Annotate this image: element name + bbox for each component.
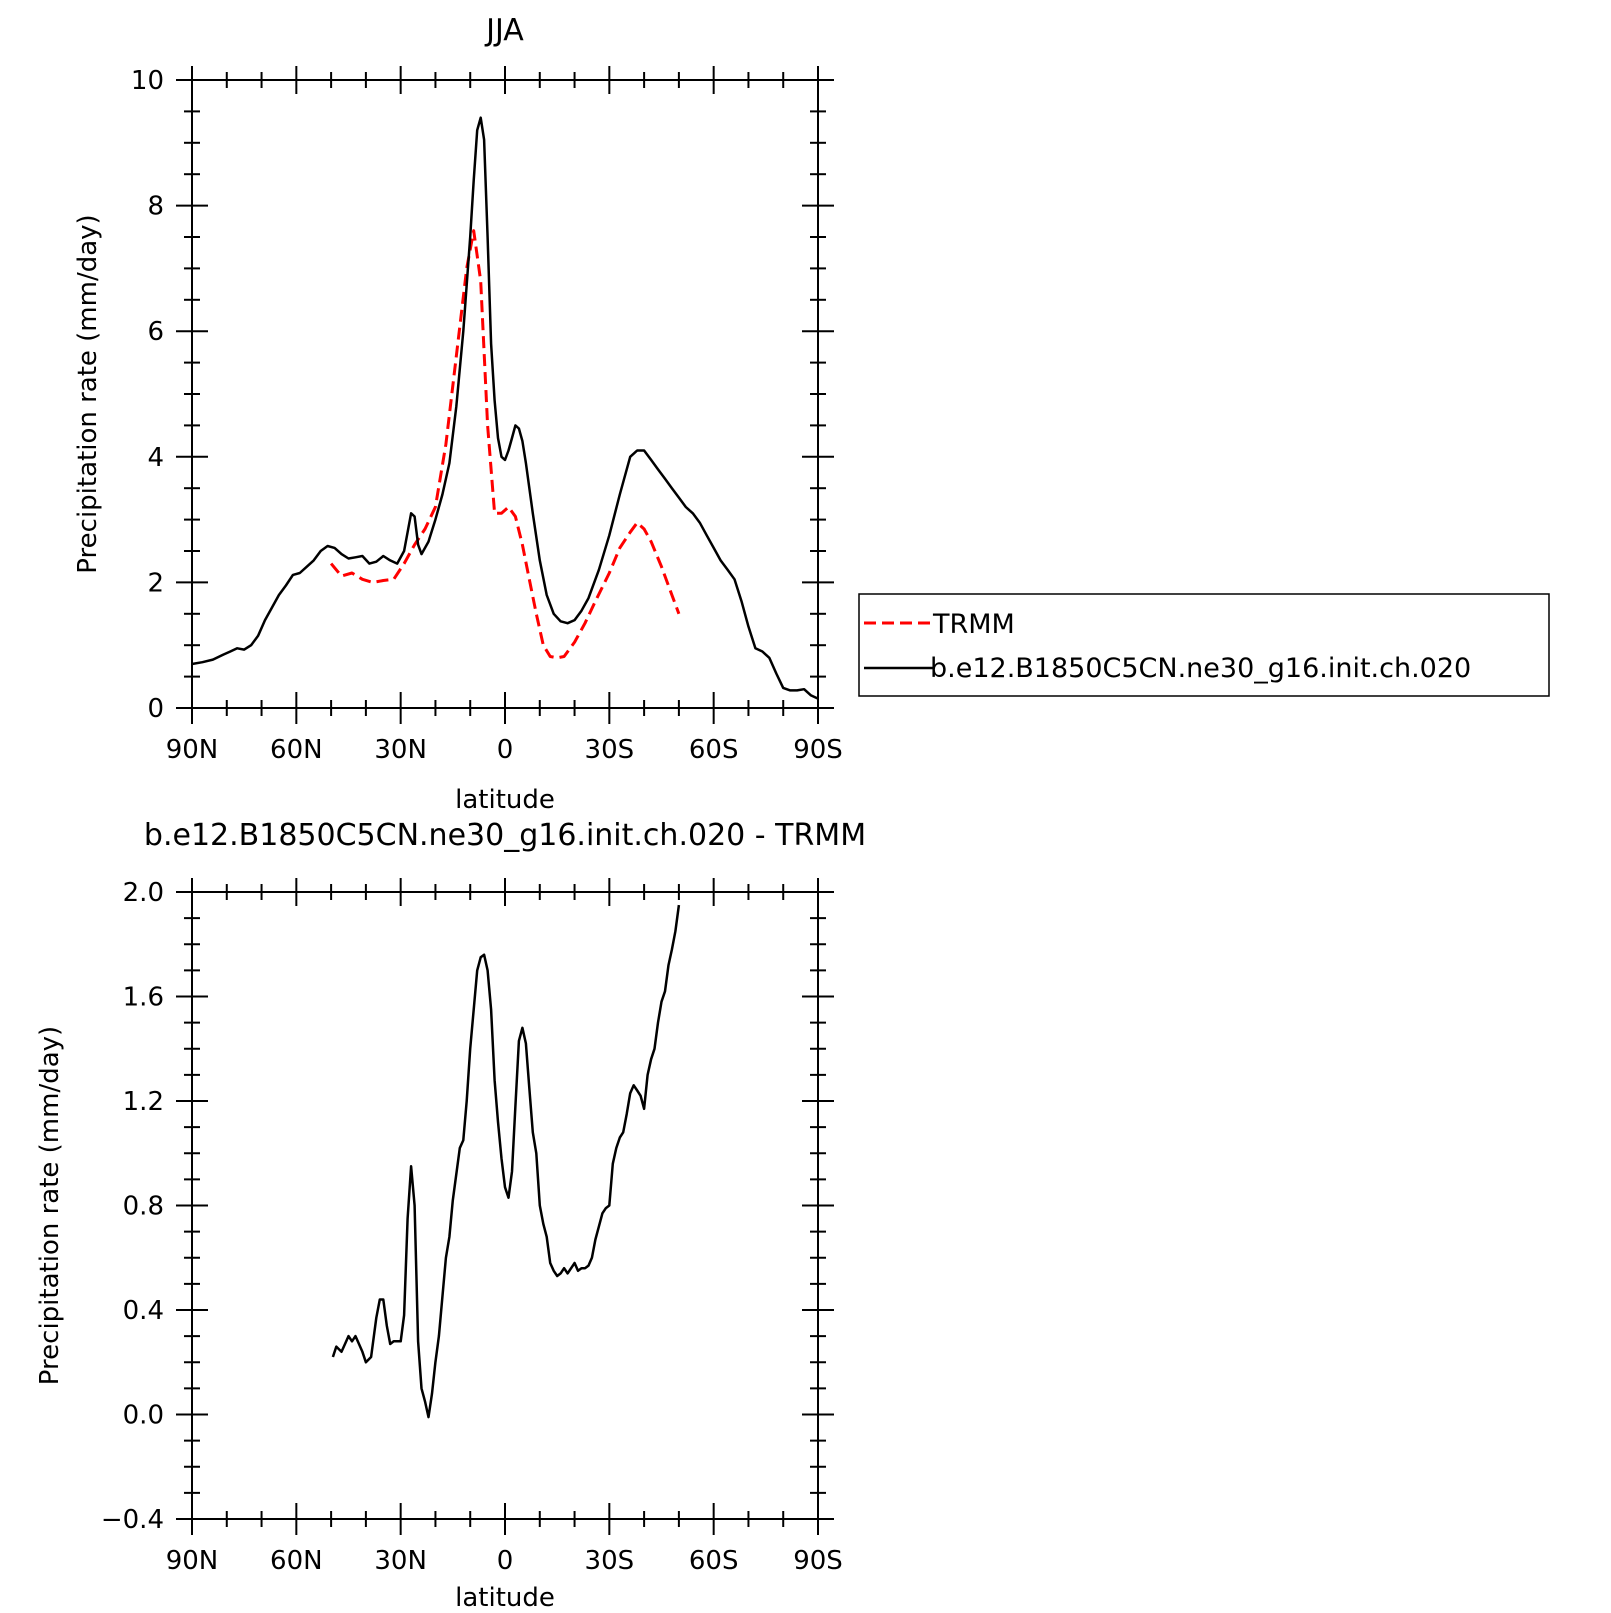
x-tick-label: 30N <box>374 735 427 765</box>
x-tick-label: 0 <box>497 1546 514 1576</box>
y-tick-label: 8 <box>147 192 164 222</box>
axis-ticks <box>176 878 834 1535</box>
x-tick-label: 0 <box>497 735 514 765</box>
y-tick-label: 0.8 <box>123 1192 164 1222</box>
tick-labels: 90N 60N 30N 0 30S 60S 90S −0.4 0.0 0.4 0.8 1.2 1.6 2.… <box>101 878 843 1576</box>
tick-labels: 90N 60N 30N 0 30S 60S 90S 0 2 4 6 8 10 <box>131 66 843 765</box>
series-layer <box>331 904 681 1419</box>
legend-box <box>858 593 1550 697</box>
y-tick-label: −0.4 <box>101 1505 164 1535</box>
x-tick-label: 90N <box>166 1546 219 1576</box>
legend: TRMM b.e12.B1850C5CN.ne30_g16.init.ch.02… <box>858 593 1550 697</box>
chart-panel-bottom: b.e12.B1850C5CN.ne30_g16.init.ch.020 - T… <box>35 818 866 1613</box>
y-tick-label: 10 <box>131 66 164 96</box>
y-tick-label: 0 <box>147 694 164 724</box>
x-tick-label: 90S <box>793 1546 843 1576</box>
axis-ticks <box>176 66 834 724</box>
x-tick-label: 60N <box>270 1546 323 1576</box>
y-tick-label: 2 <box>147 568 164 598</box>
y-tick-label: 0.0 <box>123 1401 164 1431</box>
series-line-difference <box>331 904 681 1419</box>
y-axis-label: Precipitation rate (mm/day) <box>73 214 103 573</box>
y-tick-label: 2.0 <box>123 878 164 908</box>
chart-title: b.e12.B1850C5CN.ne30_g16.init.ch.020 - T… <box>144 818 866 853</box>
y-tick-label: 4 <box>147 443 164 473</box>
x-tick-label: 90N <box>166 735 219 765</box>
plot-frame <box>191 891 819 1520</box>
legend-label-trmm: TRMM <box>932 609 1015 640</box>
x-tick-label: 30N <box>374 1546 427 1576</box>
legend-label-model: b.e12.B1850C5CN.ne30_g16.init.ch.020 <box>930 653 1471 684</box>
x-tick-label: 60N <box>270 735 323 765</box>
chart-title: JJA <box>484 13 524 48</box>
x-tick-label: 90S <box>793 735 843 765</box>
series-layer <box>191 116 819 700</box>
y-tick-label: 1.2 <box>123 1087 164 1117</box>
y-axis-label: Precipitation rate (mm/day) <box>35 1026 65 1385</box>
series-line-model <box>191 116 819 700</box>
plot-frame <box>191 79 819 709</box>
x-tick-label: 30S <box>585 735 635 765</box>
x-axis-label: latitude <box>455 1583 555 1613</box>
series-line-trmm <box>329 229 681 660</box>
x-tick-label: 60S <box>689 1546 739 1576</box>
y-tick-label: 0.4 <box>123 1296 164 1326</box>
x-tick-label: 30S <box>585 1546 635 1576</box>
x-axis-label: latitude <box>455 785 555 815</box>
y-tick-label: 1.6 <box>123 983 164 1013</box>
y-tick-label: 6 <box>147 317 164 347</box>
x-tick-label: 60S <box>689 735 739 765</box>
